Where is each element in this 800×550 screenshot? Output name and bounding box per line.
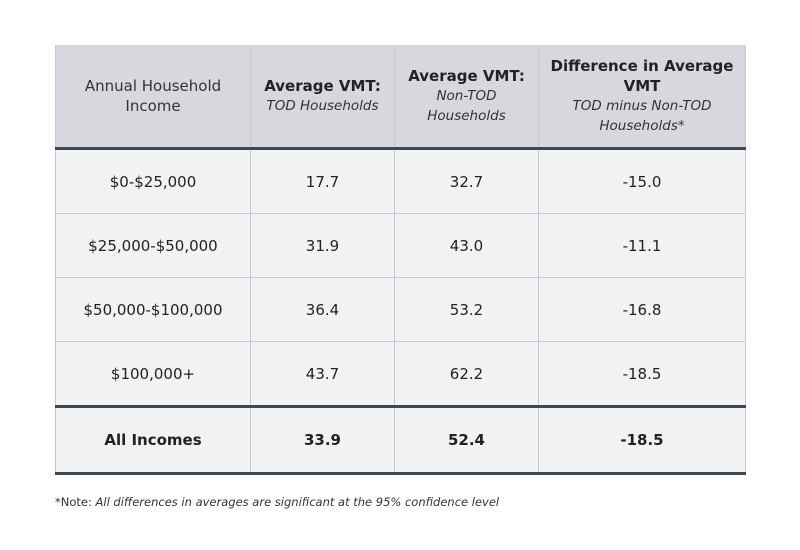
difference-cell: -15.0 [538,148,746,214]
table-row: $25,000-$50,000 31.9 43.0 -11.1 [55,213,746,278]
tod-cell: 36.4 [250,277,395,342]
header-tod: Average VMT: TOD Households [250,45,395,150]
difference-cell: -18.5 [538,341,746,407]
footnote-text: All differences in averages are signific… [95,495,500,509]
income-cell: $25,000-$50,000 [55,213,251,278]
table-row: $100,000+ 43.7 62.2 -18.5 [55,341,746,407]
difference-cell: -16.8 [538,277,746,342]
total-row: All Incomes 33.9 52.4 -18.5 [55,405,746,475]
table-row: $0-$25,000 17.7 32.7 -15.0 [55,148,746,214]
vmt-table: Annual Household Income Average VMT: TOD… [55,45,746,475]
total-income-cell: All Incomes [55,405,251,475]
header-non-tod-sub: Non-TOD Households [427,88,506,124]
tod-cell: 17.7 [250,148,395,214]
header-non-tod: Average VMT: Non-TOD Households [394,45,539,150]
header-non-tod-title: Average VMT: [408,67,525,85]
header-difference: Difference in Average VMT TOD minus Non-… [538,45,746,150]
header-tod-sub: TOD Households [266,98,379,114]
tod-cell: 43.7 [250,341,395,407]
non-tod-cell: 53.2 [394,277,539,342]
header-difference-sub: TOD minus Non-TOD Households* [572,98,712,134]
footnote: *Note: All differences in averages are s… [55,495,499,509]
non-tod-cell: 32.7 [394,148,539,214]
non-tod-cell: 62.2 [394,341,539,407]
table-body: $0-$25,000 17.7 32.7 -15.0 $25,000-$50,0… [55,148,746,475]
total-tod-cell: 33.9 [250,405,395,475]
table-header: Annual Household Income Average VMT: TOD… [55,45,746,150]
header-row: Annual Household Income Average VMT: TOD… [55,45,746,150]
total-difference-cell: -18.5 [538,405,746,475]
income-cell: $100,000+ [55,341,251,407]
non-tod-cell: 43.0 [394,213,539,278]
total-non-tod-cell: 52.4 [394,405,539,475]
income-cell: $0-$25,000 [55,148,251,214]
header-income: Annual Household Income [55,45,251,150]
income-cell: $50,000-$100,000 [55,277,251,342]
header-difference-title: Difference in Average VMT [550,57,734,95]
tod-cell: 31.9 [250,213,395,278]
difference-cell: -11.1 [538,213,746,278]
footnote-prefix: *Note: [55,495,96,509]
header-tod-title: Average VMT: [264,77,381,95]
table-row: $50,000-$100,000 36.4 53.2 -16.8 [55,277,746,342]
